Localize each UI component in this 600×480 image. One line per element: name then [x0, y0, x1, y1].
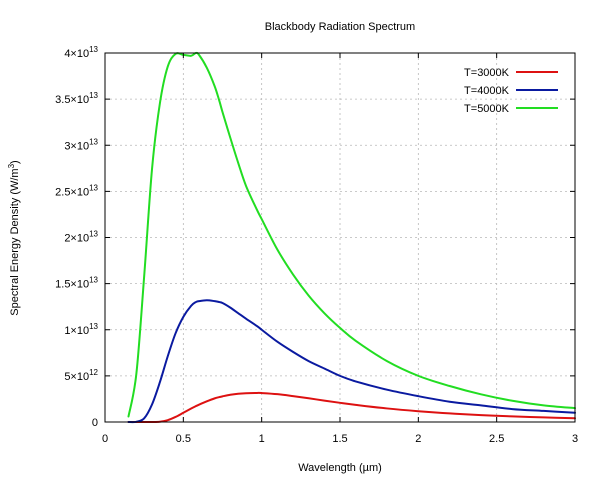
- y-tick-mantissa: 1×10: [64, 325, 89, 337]
- y-tick-label: 4×1013: [64, 45, 98, 60]
- chart-title: Blackbody Radiation Spectrum: [265, 21, 415, 33]
- x-tick-label: 3: [572, 433, 578, 445]
- y-tick-label: 1.5×1013: [55, 276, 98, 291]
- y-tick-label: 1×1013: [64, 322, 98, 337]
- tick-layer: 0 0.5 1 1.5 2 2.5 305×10121×10131.5×10132×1013…: [55, 45, 578, 445]
- y-tick-exponent: 13: [89, 137, 98, 146]
- y-tick-exponent: 13: [89, 91, 98, 100]
- y-tick-mantissa: 3.5×10: [55, 94, 89, 106]
- y-tick-exponent: 12: [89, 368, 98, 377]
- y-tick-exponent: 13: [89, 276, 98, 285]
- x-tick-label: 1: [259, 433, 265, 445]
- y-axis-title-sup: 3: [7, 163, 16, 168]
- y-tick-exponent: 13: [89, 45, 98, 54]
- series-line-t-5000k: [127, 51, 576, 418]
- legend-label: T=3000K: [464, 67, 510, 79]
- x-tick-label: 2: [415, 433, 421, 445]
- y-tick-mantissa: 5×10: [64, 371, 89, 383]
- x-tick-label: 0.5: [176, 433, 191, 445]
- legend: T=3000K T=4000K T=5000K: [464, 67, 558, 115]
- legend-label: T=5000K: [464, 103, 510, 115]
- y-tick-label: 5×1012: [64, 368, 98, 383]
- y-tick-exponent: 13: [89, 230, 98, 239]
- series-line-t-4000k: [127, 299, 576, 424]
- y-tick-label: 2.5×1013: [55, 183, 98, 198]
- y-tick-mantissa: 2.5×10: [55, 186, 89, 198]
- series-line-t-3000k: [127, 391, 576, 424]
- legend-label: T=4000K: [464, 85, 510, 97]
- y-tick-label: 3×1013: [64, 137, 98, 152]
- y-tick-mantissa: 3×10: [64, 140, 89, 152]
- x-tick-label: 2.5: [489, 433, 504, 445]
- y-axis-title-end: ): [9, 160, 21, 164]
- grid-layer: [105, 53, 575, 422]
- x-tick-label: 1.5: [332, 433, 347, 445]
- series-layer: [127, 51, 576, 424]
- y-tick-exponent: 13: [89, 183, 98, 192]
- y-tick-exponent: 13: [89, 322, 98, 331]
- y-tick-mantissa: 1.5×10: [55, 279, 89, 291]
- y-tick-label: 2×1013: [64, 230, 98, 245]
- y-tick-label: 0: [92, 417, 98, 429]
- x-tick-label: 0: [102, 433, 108, 445]
- y-tick-mantissa: 2×10: [64, 233, 89, 245]
- x-axis-title: Wavelength (µm): [298, 462, 382, 474]
- y-axis-title-main: Spectral Energy Density (W/m: [9, 168, 21, 315]
- y-tick-label: 3.5×1013: [55, 91, 98, 106]
- y-axis-title: Spectral Energy Density (W/m3): [7, 160, 21, 315]
- y-tick-mantissa: 4×10: [64, 48, 89, 60]
